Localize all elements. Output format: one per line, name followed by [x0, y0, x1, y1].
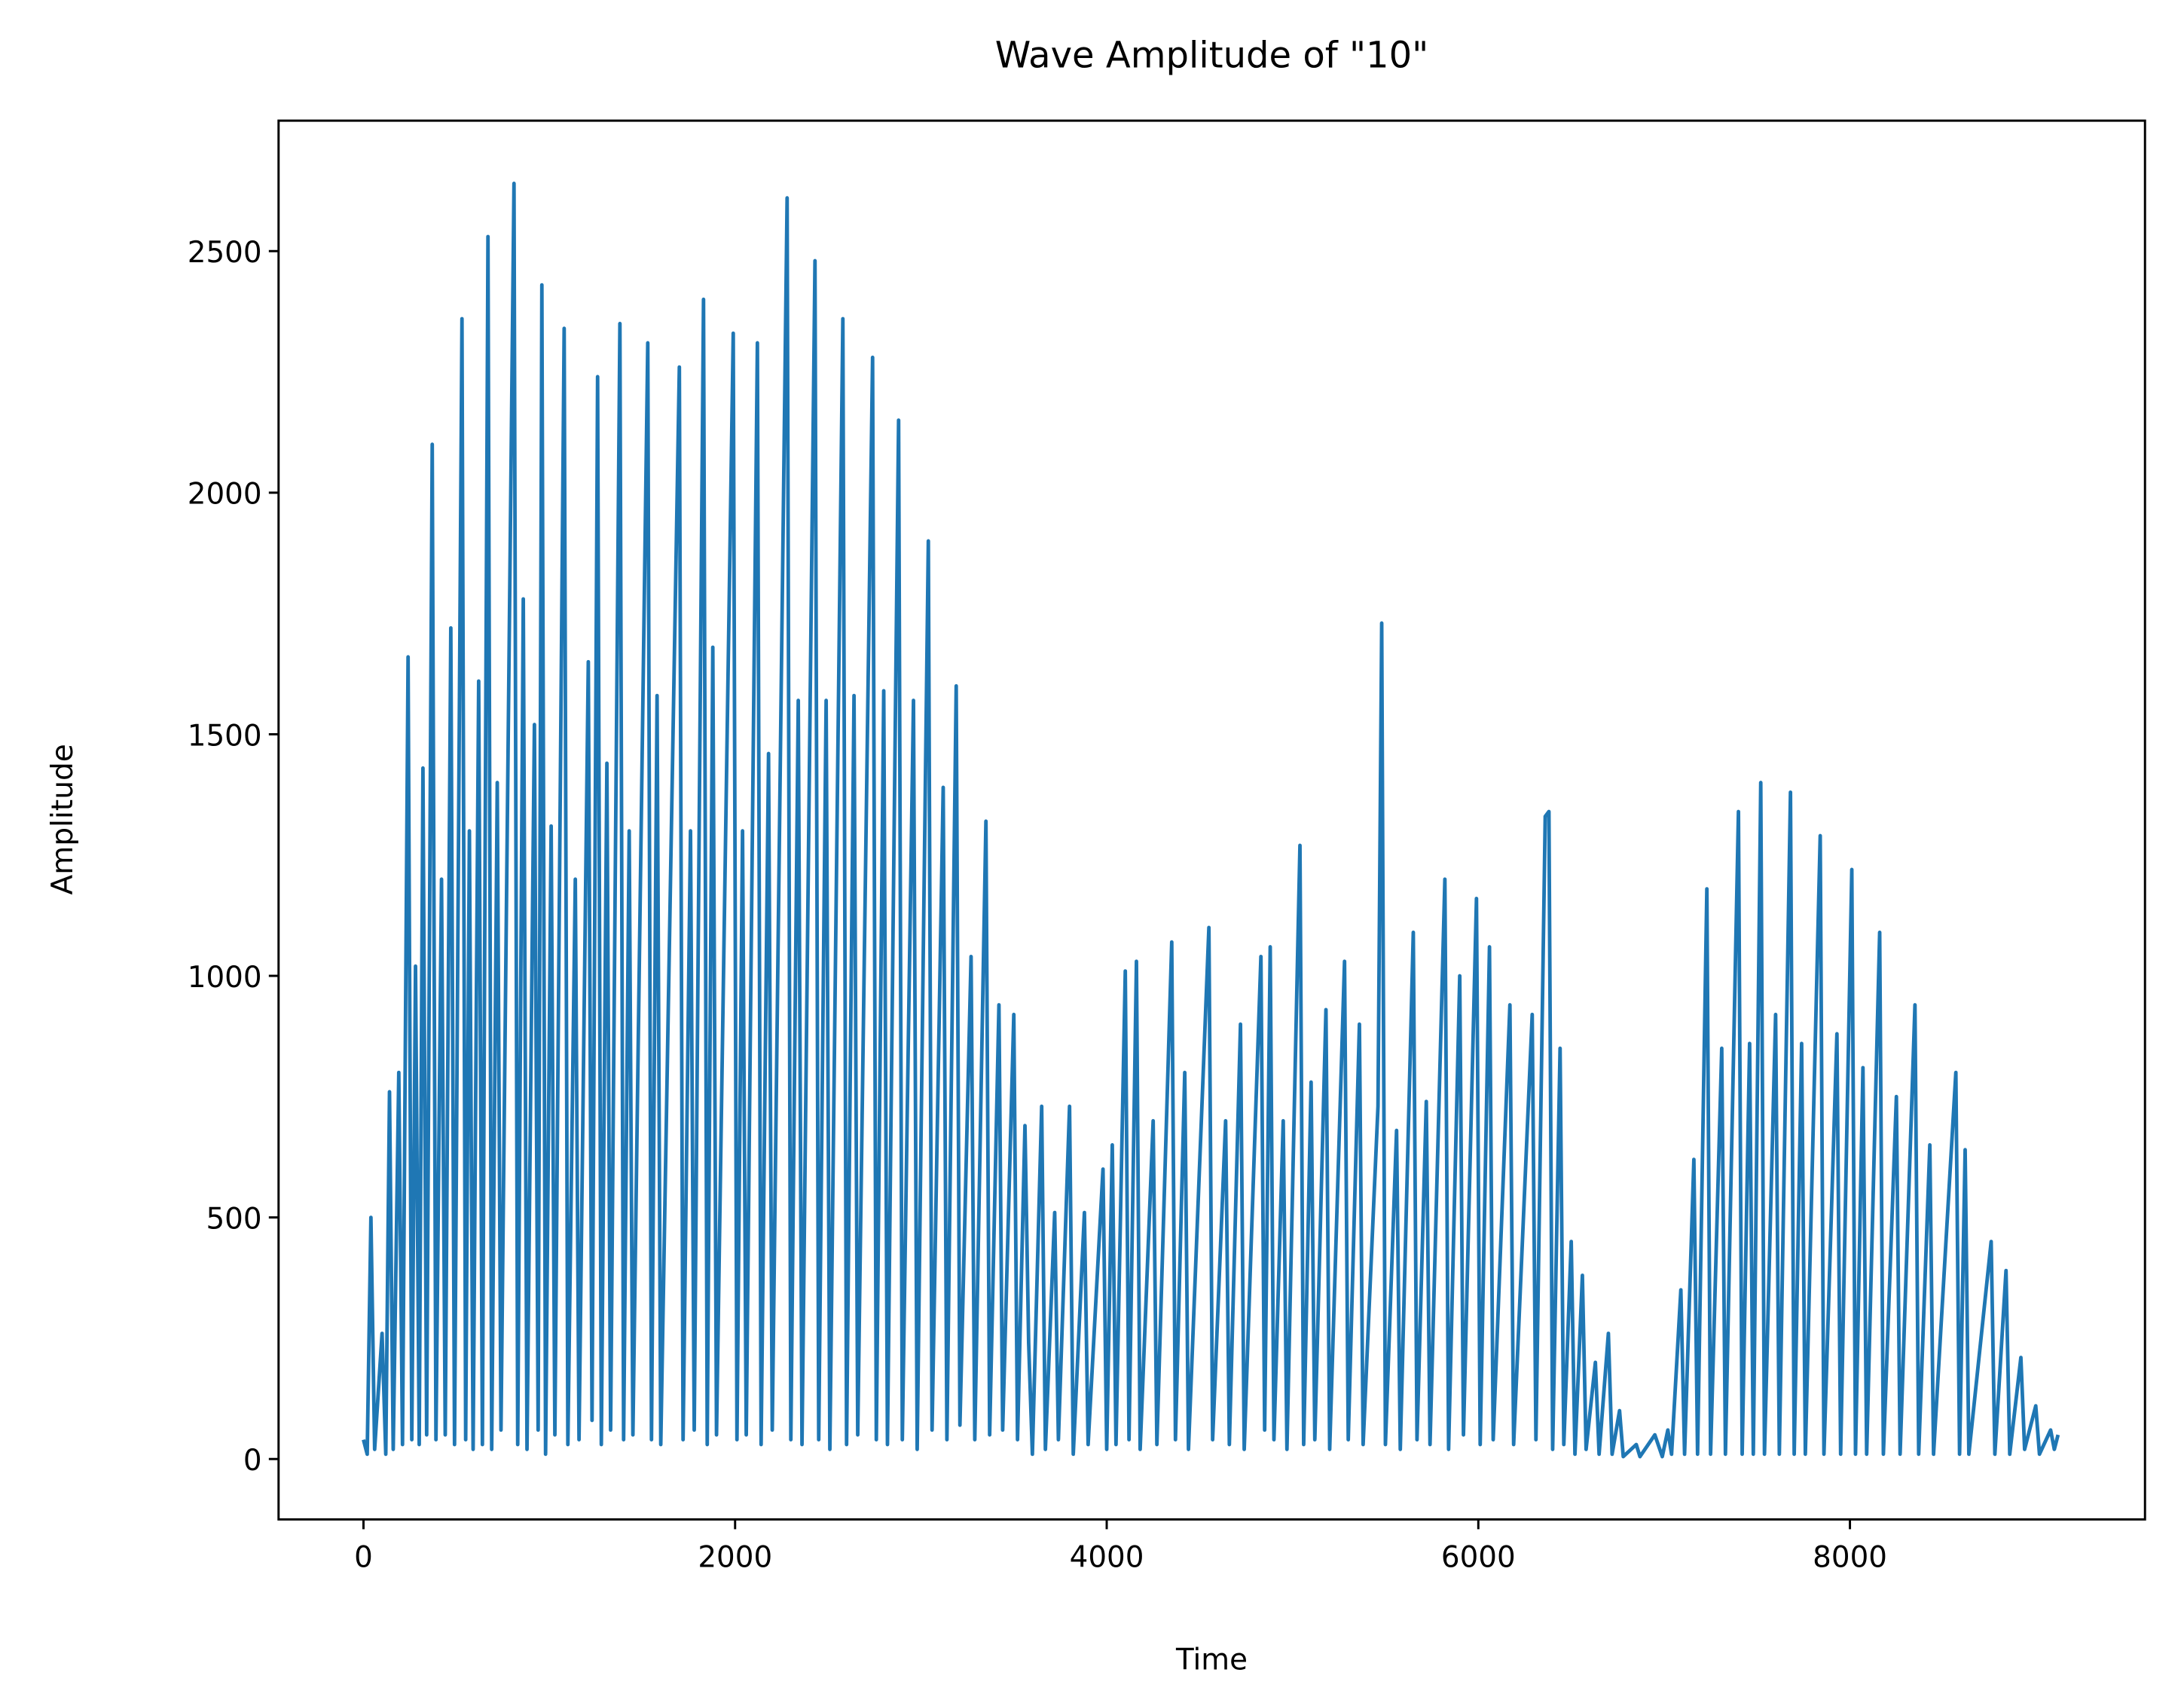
plot-frame	[277, 119, 2146, 1521]
y-tick-label: 1500	[188, 719, 262, 753]
chart-title: Wave Amplitude of "10"	[995, 34, 1429, 76]
x-axis-label: Time	[1175, 1643, 1248, 1677]
y-tick-label: 2500	[188, 236, 262, 270]
y-tick-label: 0	[243, 1444, 262, 1478]
x-tick-label: 6000	[1441, 1541, 1516, 1575]
x-tick-label: 8000	[1813, 1541, 1887, 1575]
y-axis-label: Amplitude	[46, 744, 80, 894]
x-tick-label: 0	[354, 1541, 373, 1575]
y-tick-label: 500	[206, 1202, 261, 1236]
y-tick-label: 2000	[188, 478, 262, 512]
data-line	[362, 182, 2060, 1459]
x-tick-label: 2000	[698, 1541, 772, 1575]
x-tick-label: 4000	[1070, 1541, 1144, 1575]
y-tick-label: 1000	[188, 961, 262, 995]
